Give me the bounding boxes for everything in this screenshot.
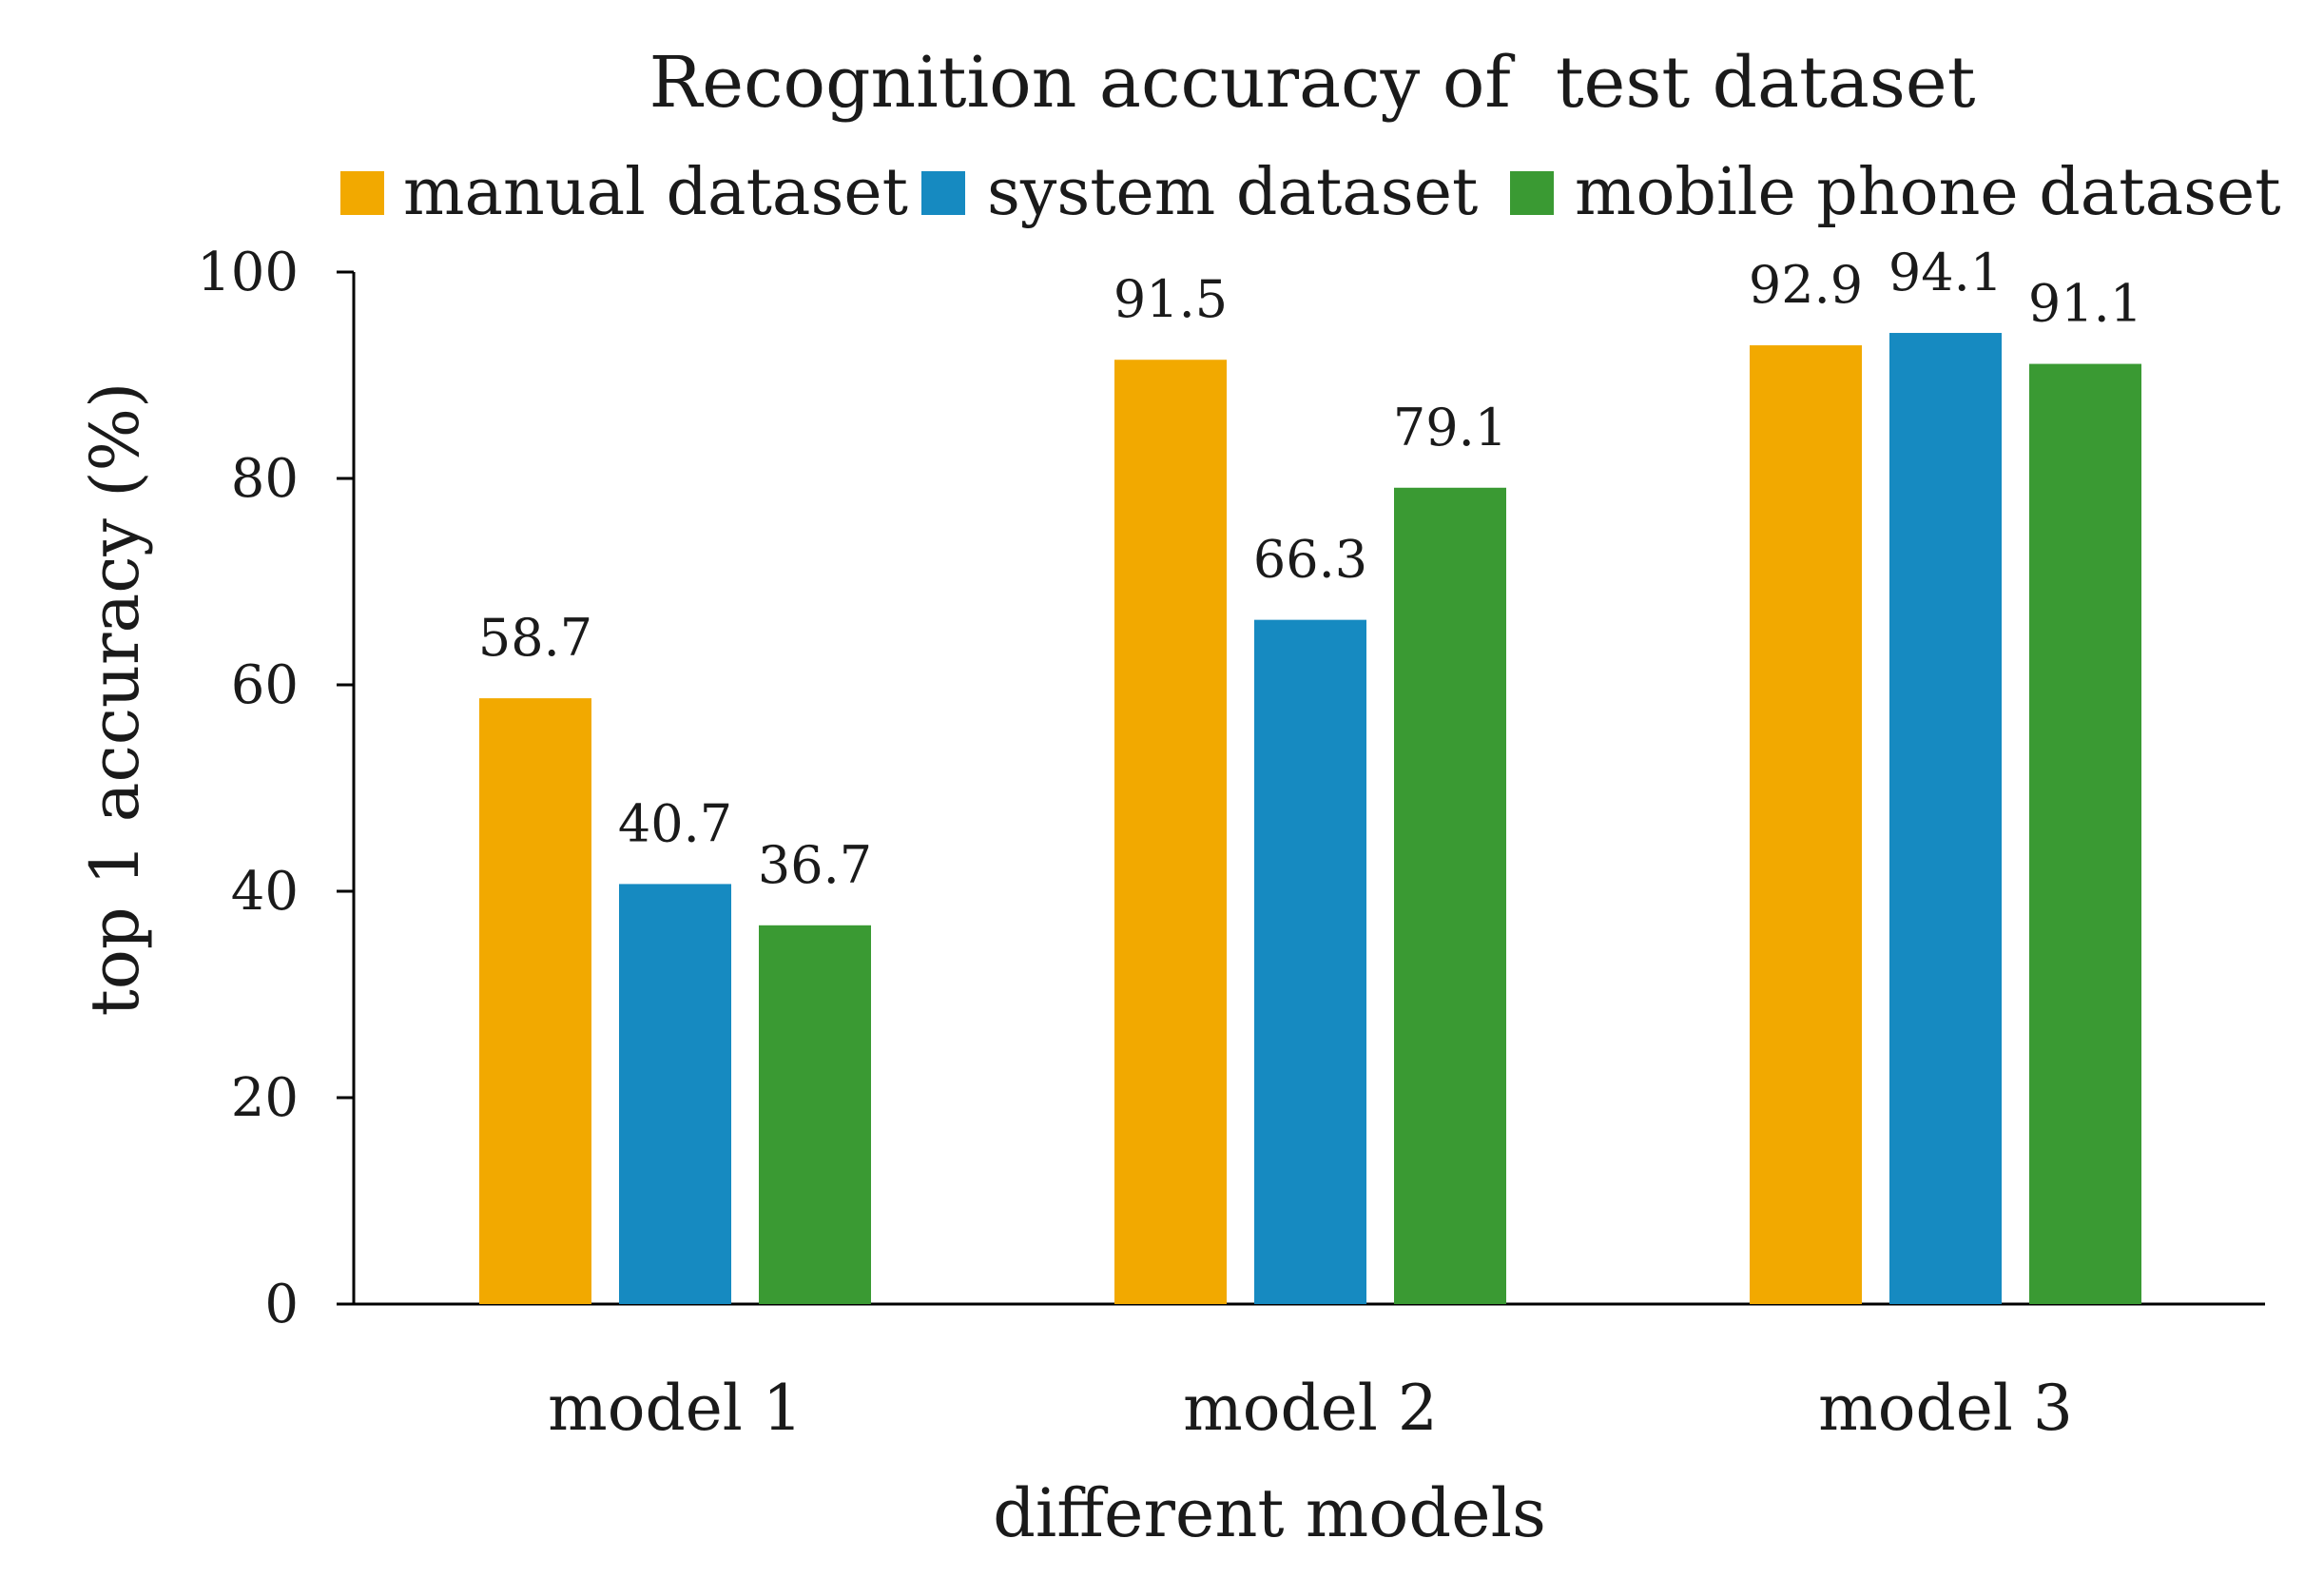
y-tick-label: 80	[231, 448, 299, 510]
legend-swatch	[1510, 171, 1554, 215]
bar-model-3-mobile-phone-dataset	[2029, 363, 2141, 1304]
bar-model-3-manual-dataset	[1750, 345, 1862, 1304]
data-label: 92.9	[1749, 255, 1863, 315]
x-category-label: model 1	[548, 1372, 803, 1445]
y-tick-label: 0	[264, 1274, 299, 1335]
x-axis-title: different models	[993, 1474, 1546, 1552]
bar-model-1-mobile-phone-dataset	[759, 925, 871, 1304]
y-tick-label: 100	[197, 242, 299, 303]
bar-model-1-manual-dataset	[479, 698, 591, 1304]
legend-label: manual dataset	[403, 155, 908, 230]
x-category-label: model 2	[1183, 1372, 1438, 1445]
legend-label: mobile phone dataset	[1575, 155, 2281, 230]
legend-label: system dataset	[987, 155, 1478, 230]
legend-swatch	[340, 171, 384, 215]
data-label: 40.7	[618, 793, 732, 853]
data-label: 66.3	[1253, 530, 1367, 590]
data-label: 36.7	[758, 835, 872, 895]
bar-model-3-system-dataset	[1889, 333, 2002, 1304]
bar-model-2-system-dataset	[1254, 619, 1366, 1304]
legend-swatch	[921, 171, 965, 215]
data-label: 94.1	[1888, 243, 2003, 302]
y-axis-title: top 1 accuracy (%)	[76, 382, 154, 1017]
y-tick-label: 60	[231, 654, 299, 716]
legend: manual dataset system dataset mobile phone…	[340, 155, 2281, 230]
data-label: 58.7	[478, 608, 592, 668]
data-label: 91.1	[2028, 274, 2142, 334]
data-label: 91.5	[1114, 269, 1228, 329]
chart-title: Recognition accuracy of test dataset	[649, 42, 1976, 124]
y-tick-label: 20	[231, 1067, 299, 1129]
x-category-label: model 3	[1818, 1372, 2073, 1445]
bar-model-2-manual-dataset	[1114, 360, 1227, 1305]
bar-model-1-system-dataset	[619, 884, 731, 1304]
plot-area: 0 20 40 60 80 100 58.7 40.7 36.7 model 1 91.5 66.3 7…	[197, 242, 2265, 1445]
y-tick-label: 40	[231, 861, 299, 923]
data-label: 79.1	[1393, 398, 1507, 458]
bar-model-2-mobile-phone-dataset	[1394, 487, 1506, 1304]
